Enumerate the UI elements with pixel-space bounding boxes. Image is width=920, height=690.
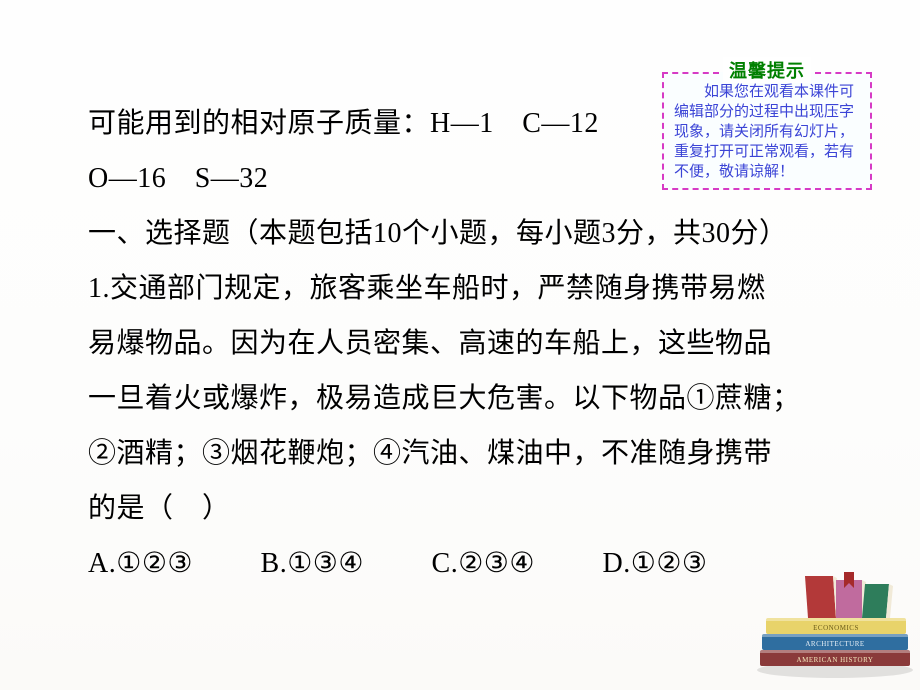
option-b[interactable]: B.①③④ <box>261 536 364 591</box>
svg-text:AMERICAN HISTORY: AMERICAN HISTORY <box>797 656 874 664</box>
question-stem-line-4: ②酒精；③烟花鞭炮；④汽油、煤油中，不准随身携带 <box>88 426 848 481</box>
option-a[interactable]: A.①②③ <box>88 536 193 591</box>
books-illustration-icon: AMERICAN HISTORY ARCHITECTURE ECONOMICS <box>750 570 920 690</box>
answer-options: A.①②③ B.①③④ C.②③④ D.①②③ <box>88 536 848 591</box>
question-stem-line-2: 易爆物品。因为在人员密集、高速的车船上，这些物品 <box>88 316 848 371</box>
svg-text:ECONOMICS: ECONOMICS <box>813 624 859 632</box>
question-stem-line-5: 的是（ ） <box>88 481 848 536</box>
question-stem-line-3: 一旦着火或爆炸，极易造成巨大危害。以下物品①蔗糖； <box>88 371 848 426</box>
main-content: 可能用到的相对原子质量：H—1 C—12 O—16 S—32 一、选择题（本题包… <box>88 96 848 591</box>
svg-text:ARCHITECTURE: ARCHITECTURE <box>805 640 864 648</box>
option-d[interactable]: D.①②③ <box>603 536 708 591</box>
atomic-masses-line-2: O—16 S—32 <box>88 151 848 206</box>
question-stem-line-1: 1.交通部门规定，旅客乘坐车船时，严禁随身携带易燃 <box>88 261 848 316</box>
atomic-masses-line-1: 可能用到的相对原子质量：H—1 C—12 <box>88 96 848 151</box>
tip-title-wrap: 温馨提示 <box>662 57 872 83</box>
option-c[interactable]: C.②③④ <box>432 536 535 591</box>
section-heading: 一、选择题（本题包括10个小题，每小题3分，共30分） <box>88 206 848 261</box>
tip-title: 温馨提示 <box>723 57 811 83</box>
